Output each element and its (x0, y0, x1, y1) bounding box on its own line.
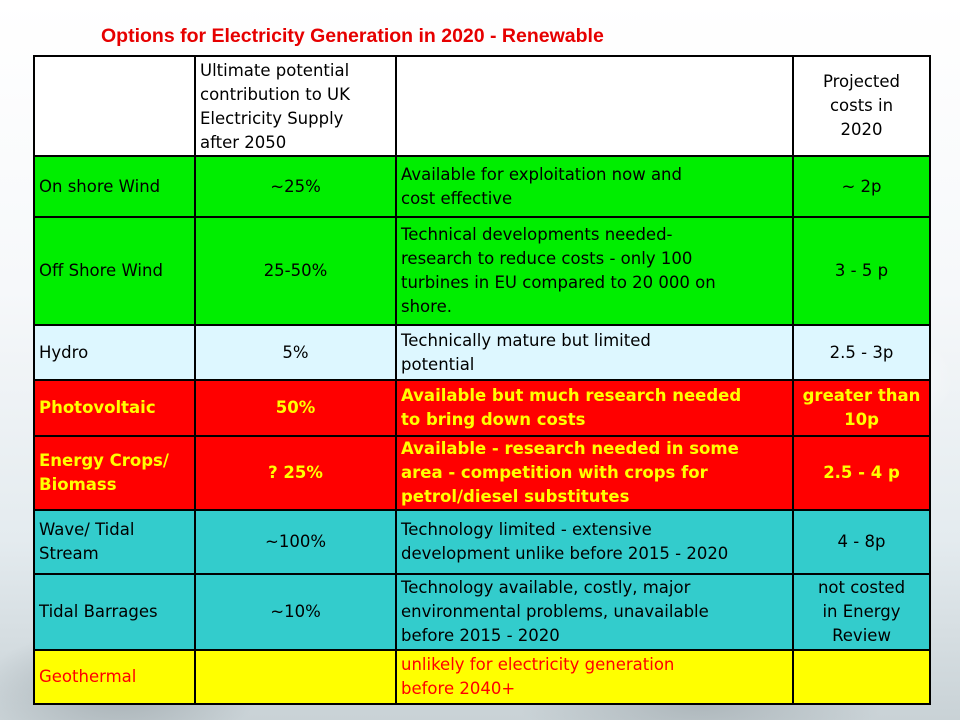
row-potential-cell: ~10% (194, 573, 397, 651)
row-description-cell: unlikely for electricity generation befo… (395, 649, 794, 705)
table-row: Photovoltaic 50% Available but much resear… (33, 379, 931, 437)
row-cost-cell: 2.5 - 3p (792, 324, 931, 381)
row-description-cell: Available - research needed in some area… (395, 435, 794, 511)
row-cost-cell: 3 - 5 p (792, 216, 931, 326)
row-description-cell: Technically mature but limited potential (395, 324, 794, 381)
row-name-cell: Wave/ Tidal Stream (33, 509, 196, 575)
row-name-cell: On shore Wind (33, 155, 196, 218)
row-cost-cell: ~ 2p (792, 155, 931, 218)
row-name-cell: Energy Crops/ Biomass (33, 435, 196, 511)
row-name-cell: Tidal Barrages (33, 573, 196, 651)
row-name-cell: Photovoltaic (33, 379, 196, 437)
options-table-body: Ultimate potential contribution to UK El… (33, 55, 931, 705)
table-row: Geothermal unlikely for electricity gener… (33, 649, 931, 705)
row-potential-cell: 25-50% (194, 216, 397, 326)
table-row: Wave/ Tidal Stream ~100% Technology limite… (33, 509, 931, 575)
row-name-cell: Hydro (33, 324, 196, 381)
row-description-cell: Technology available, costly, major envi… (395, 573, 794, 651)
row-potential-cell (194, 649, 397, 705)
row-potential-cell: ~100% (194, 509, 397, 575)
row-cost-cell: 2.5 - 4 p (792, 435, 931, 511)
row-description-cell: Available for exploitation now and cost … (395, 155, 794, 218)
table-row: Energy Crops/ Biomass? 25% Available - re… (33, 435, 931, 511)
row-cost-cell: not costed in Energy Review (792, 573, 931, 651)
header-potential-cell: Ultimate potential contribution to UK El… (194, 55, 397, 157)
row-cost-cell: greater than 10p (792, 379, 931, 437)
row-potential-cell: ~25% (194, 155, 397, 218)
table-header-row: Ultimate potential contribution to UK El… (33, 55, 931, 157)
options-table: Ultimate potential contribution to UK El… (33, 55, 931, 705)
table-row: Tidal Barrages ~10% Technology available, … (33, 573, 931, 651)
table-row: Off Shore Wind 25-50% Technical developmen… (33, 216, 931, 326)
header-name-cell (33, 55, 196, 157)
table-row: On shore Wind ~25% Available for exploitat… (33, 155, 931, 218)
row-cost-cell: 4 - 8p (792, 509, 931, 575)
row-name-cell: Geothermal (33, 649, 196, 705)
page-title: Options for Electricity Generation in 20… (101, 25, 604, 47)
row-potential-cell: ? 25% (194, 435, 397, 511)
header-description-cell (395, 55, 794, 157)
row-cost-cell (792, 649, 931, 705)
table-row: Hydro 5% Technically mature but limited po… (33, 324, 931, 381)
row-description-cell: Technology limited - extensive developme… (395, 509, 794, 575)
row-potential-cell: 50% (194, 379, 397, 437)
header-cost-cell: Projected costs in 2020 (792, 55, 931, 157)
row-description-cell: Available but much research needed to br… (395, 379, 794, 437)
row-potential-cell: 5% (194, 324, 397, 381)
row-name-cell: Off Shore Wind (33, 216, 196, 326)
row-description-cell: Technical developments needed- research … (395, 216, 794, 326)
